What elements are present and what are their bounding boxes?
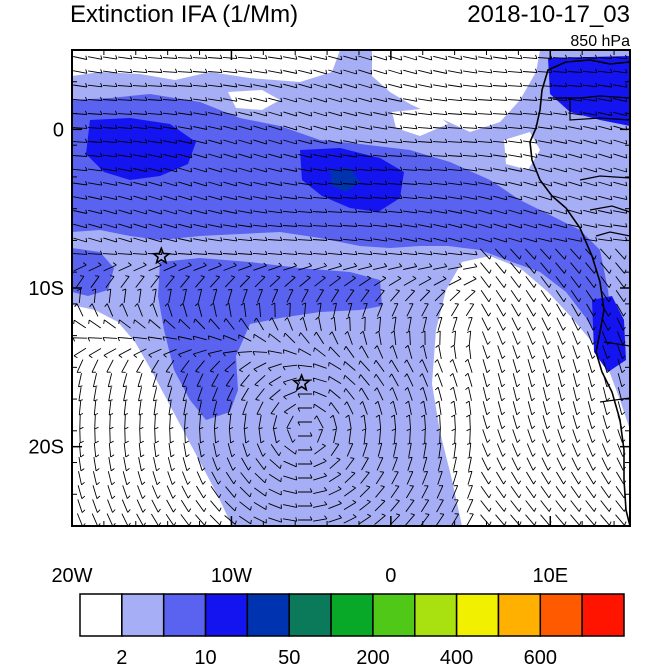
colorbar-label: 400 xyxy=(440,647,473,667)
colorbar-swatch xyxy=(539,593,583,637)
africa-coastline xyxy=(529,59,630,526)
marker-layer xyxy=(151,246,312,392)
colorbar-swatch xyxy=(121,593,165,637)
x-tick-label: 20W xyxy=(51,565,92,587)
colorbar-swatch xyxy=(288,593,332,637)
pressure-level: 850 hPa xyxy=(570,33,630,50)
low-extinction-region-north-3 xyxy=(228,90,280,110)
plume-high-northeast xyxy=(548,56,630,126)
colorbar-swatch xyxy=(330,593,374,637)
colorbar-swatch xyxy=(372,593,416,637)
colorbar-label: 50 xyxy=(278,647,300,667)
x-tick-label: 0 xyxy=(385,565,396,587)
low-extinction-region-north-5 xyxy=(392,108,448,136)
plot-area xyxy=(72,50,630,526)
x-tick-label: 10W xyxy=(211,565,252,587)
colorbar-labels: 2 10 50 200 400 600 xyxy=(116,647,557,667)
valid-datetime: 2018-10-17_03 xyxy=(467,1,630,28)
y-tick-label: 10S xyxy=(28,278,64,300)
plume-medium-west xyxy=(72,248,114,296)
y-tick-label: 0 xyxy=(53,119,64,141)
plume-high-coast xyxy=(592,296,626,372)
colorbar-swatch xyxy=(414,593,458,637)
station-star-icon xyxy=(291,373,312,392)
colorbar-swatch xyxy=(162,593,207,637)
colorbar xyxy=(79,593,625,637)
colorbar-label: 200 xyxy=(356,647,389,667)
low-extinction-region-southeast xyxy=(432,256,630,526)
colorbar-swatch xyxy=(581,593,625,637)
x-tick-label: 10E xyxy=(532,565,568,587)
wind-barbs-layer xyxy=(72,54,628,526)
colorbar-label: 600 xyxy=(524,647,557,667)
colorbar-swatch xyxy=(455,593,500,637)
x-axis: 20W 10W 0 10E xyxy=(51,50,615,587)
y-tick-label: 20S xyxy=(28,437,64,459)
plume-highest-spot xyxy=(330,168,360,192)
colorbar-label: 2 xyxy=(116,647,127,667)
station-star-icon xyxy=(151,246,171,265)
colorbar-swatch xyxy=(79,593,123,637)
country-borders xyxy=(548,95,630,403)
colorbar-swatch xyxy=(204,593,249,637)
low-extinction-region-north-2 xyxy=(372,50,540,132)
wind-barbs xyxy=(72,54,628,526)
map-title: Extinction IFA (1/Mm) xyxy=(70,1,298,28)
colorbar-swatch xyxy=(246,593,290,637)
colorbar-label: 10 xyxy=(194,647,216,667)
plume-high-northwest xyxy=(86,118,196,180)
y-axis: 0 10S 20S xyxy=(28,49,630,527)
colorbar-swatch xyxy=(497,593,542,637)
